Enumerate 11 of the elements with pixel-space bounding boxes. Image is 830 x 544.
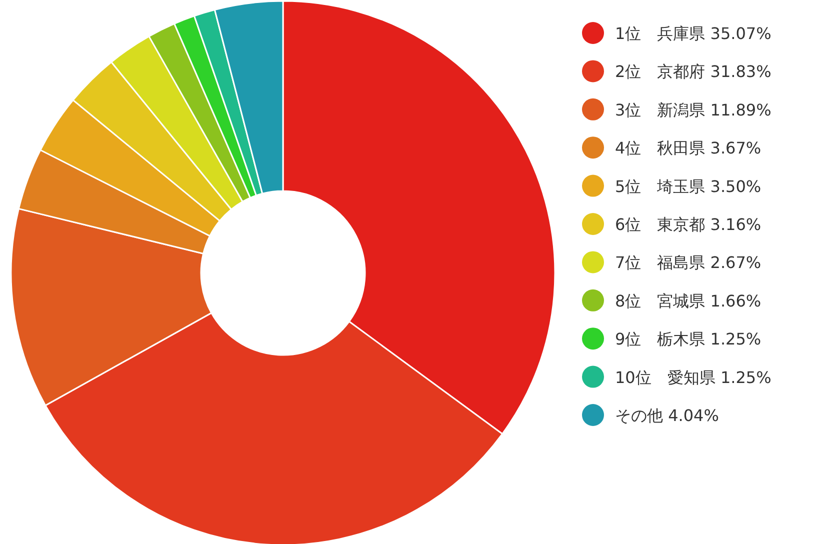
legend-label: 5位 埼玉県 3.50% [615, 176, 762, 196]
legend-label: 3位 新潟県 11.89% [615, 100, 772, 120]
legend-label: 9位 栃木県 1.25% [615, 330, 762, 349]
legend-label: 1位 兵庫県 35.07% [615, 24, 772, 43]
legend-label: その他 4.04% [615, 406, 719, 425]
legend-label: 10位 愛知県 1.25% [615, 368, 772, 387]
legend-label: 8位 宮城県 1.66% [615, 291, 762, 310]
legend-label: 7位 福島県 2.67% [615, 253, 762, 272]
legend-label: 4位 秋田県 3.67% [615, 138, 762, 158]
legend-label: 2位 京都府 31.83% [615, 62, 772, 82]
legend-label: 6位 東京都 3.16% [615, 215, 762, 234]
